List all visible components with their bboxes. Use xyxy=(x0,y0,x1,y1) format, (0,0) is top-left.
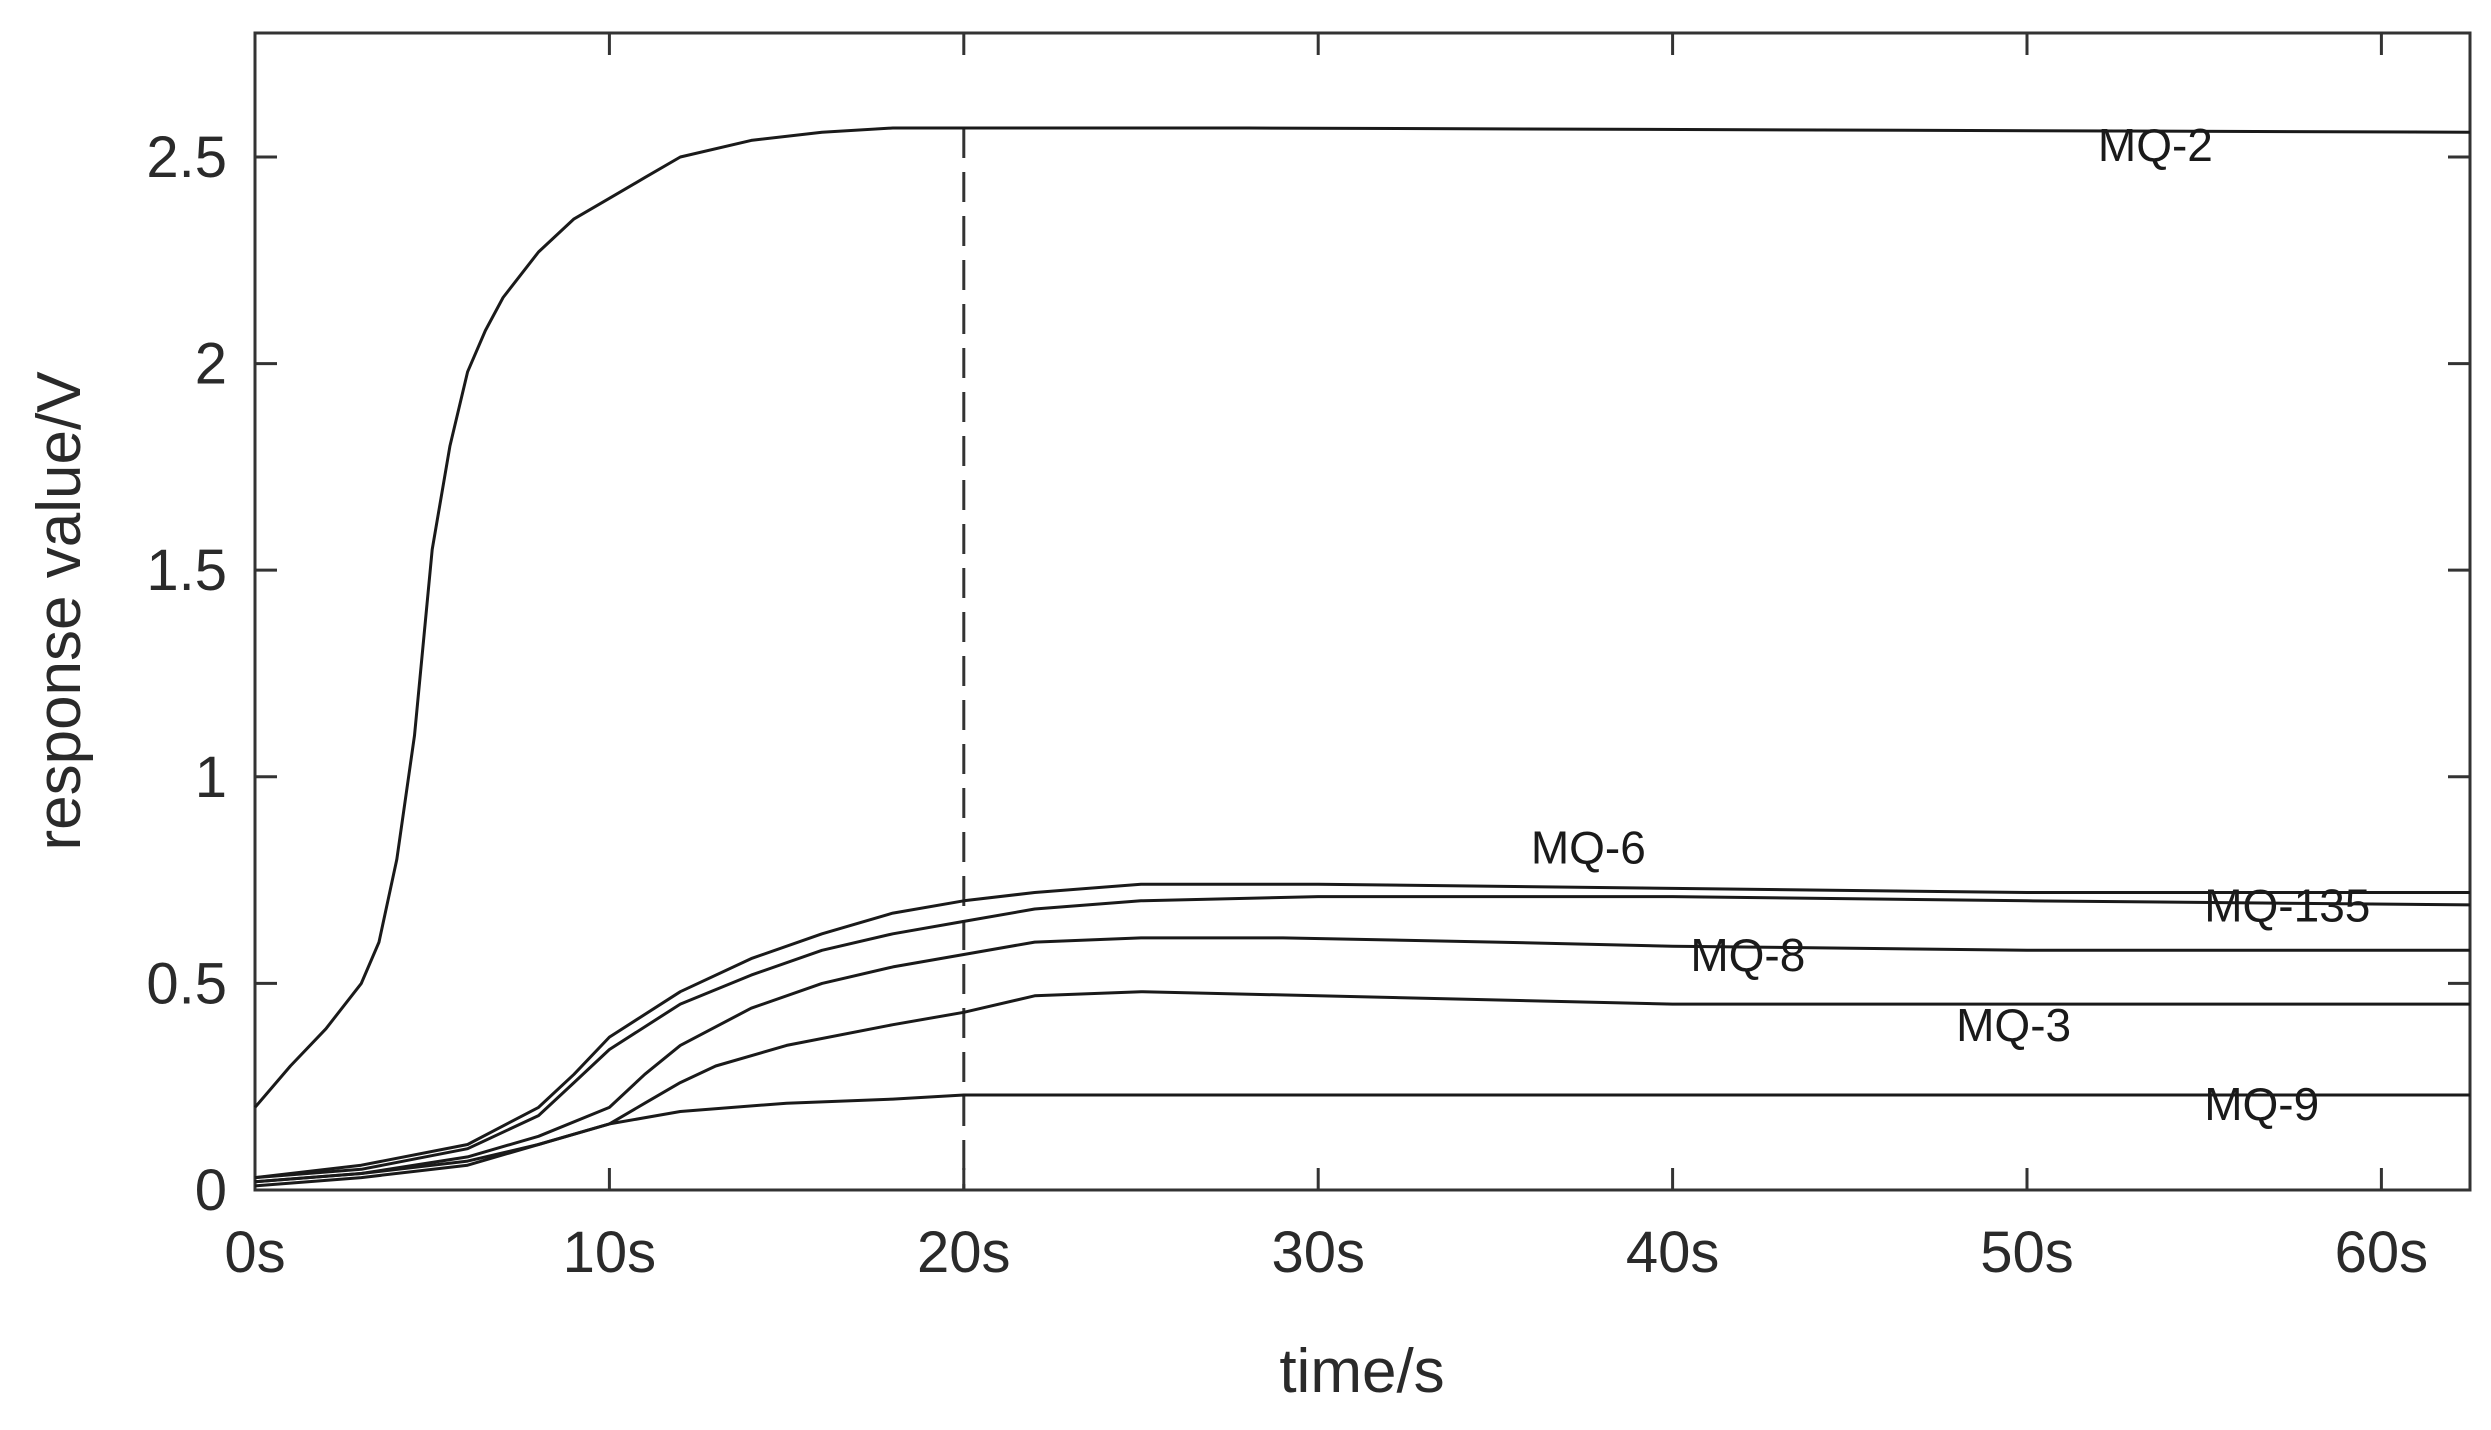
series-label-mq-3: MQ-3 xyxy=(1956,999,2071,1051)
series-line-mq-135 xyxy=(254,895,2471,1180)
y-tick-label: 2 xyxy=(195,332,227,397)
y-axis: 0 0.5 1 1.5 2 2.5 xyxy=(146,125,2470,1223)
series-label-mq-6: MQ-6 xyxy=(1531,822,1646,874)
x-tick-label: 10s xyxy=(563,1220,657,1285)
x-tick-label: 50s xyxy=(1980,1220,2074,1285)
y-tick-label: 0.5 xyxy=(146,951,227,1016)
series-line-mq-6 xyxy=(254,882,2470,1180)
y-tick-label: 2.5 xyxy=(146,125,227,190)
x-axis-label: time/s xyxy=(1279,1337,1444,1406)
x-tick-label: 30s xyxy=(1271,1220,1365,1285)
series-line-mq-2 xyxy=(253,126,2471,1109)
plot-area xyxy=(253,31,2472,1192)
x-tick-label: 20s xyxy=(917,1220,1011,1285)
y-axis-label: response value/V xyxy=(25,371,94,851)
series-label-mq-2: MQ-2 xyxy=(2098,119,2213,171)
series-line-mq-8 xyxy=(254,936,2470,1184)
y-tick-label: 1 xyxy=(195,745,227,810)
x-axis: 0s 10s 20s 30s 40s 50s 60s xyxy=(224,33,2428,1285)
x-tick-label: 40s xyxy=(1626,1220,1720,1285)
y-tick-label: 0 xyxy=(195,1158,227,1223)
x-tick-label: 60s xyxy=(2335,1220,2429,1285)
series-labels: MQ-2 MQ-6 MQ-135 MQ-8 MQ-3 MQ-9 xyxy=(1531,119,2371,1130)
series-label-mq-9: MQ-9 xyxy=(2204,1078,2319,1130)
series-lines xyxy=(253,126,2471,1190)
series-line-mq-9 xyxy=(254,1093,2470,1184)
series-label-mq-8: MQ-8 xyxy=(1690,929,1805,981)
series-label-mq-135: MQ-135 xyxy=(2204,879,2370,931)
x-tick-label: 0s xyxy=(224,1220,285,1285)
y-tick-label: 1.5 xyxy=(146,538,227,603)
